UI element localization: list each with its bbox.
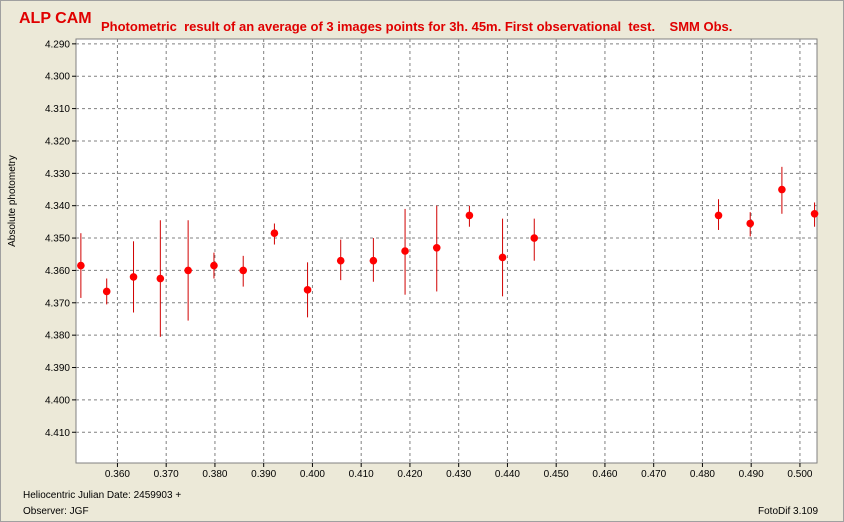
y-tick-label: 4.410 xyxy=(45,428,70,439)
x-tick-label: 0.400 xyxy=(300,469,325,480)
y-tick-label: 4.370 xyxy=(45,298,70,309)
data-point xyxy=(337,257,345,265)
data-point xyxy=(184,267,192,275)
x-tick-label: 0.440 xyxy=(495,469,520,480)
x-tick-label: 0.390 xyxy=(251,469,276,480)
x-tick-label: 0.500 xyxy=(787,469,812,480)
data-point xyxy=(466,212,474,220)
data-point xyxy=(239,267,247,275)
x-tick-label: 0.490 xyxy=(739,469,764,480)
data-point xyxy=(530,234,538,242)
y-tick-label: 4.390 xyxy=(45,363,70,374)
observer-label: Observer: JGF xyxy=(23,506,89,517)
y-tick-label: 4.310 xyxy=(45,104,70,115)
data-point xyxy=(715,212,723,220)
y-tick-label: 4.340 xyxy=(45,201,70,212)
data-point xyxy=(401,247,409,255)
x-tick-label: 0.410 xyxy=(349,469,374,480)
y-tick-label: 4.380 xyxy=(45,331,70,342)
x-tick-label: 0.360 xyxy=(105,469,130,480)
data-point xyxy=(433,244,441,252)
y-tick-label: 4.300 xyxy=(45,72,70,83)
data-point xyxy=(811,210,819,218)
x-tick-label: 0.450 xyxy=(544,469,569,480)
data-point xyxy=(304,286,312,294)
software-version: FotoDif 3.109 xyxy=(758,506,818,517)
data-point xyxy=(746,220,754,228)
photometry-chart: 4.290 4.300 4.310 4.320 4.330 4.340 4.350 4.360… xyxy=(1,1,843,501)
data-point xyxy=(271,229,279,237)
data-point xyxy=(103,288,111,296)
x-tick-label: 0.370 xyxy=(154,469,179,480)
data-point xyxy=(499,254,507,262)
x-tick-label: 0.380 xyxy=(202,469,227,480)
x-tick-label: 0.460 xyxy=(592,469,617,480)
data-point xyxy=(778,186,786,194)
data-point xyxy=(77,262,85,270)
plot-area xyxy=(76,39,817,463)
y-tick-labels: 4.290 4.300 4.310 4.320 4.330 4.340 4.350 4.360… xyxy=(45,39,70,438)
y-tick-label: 4.400 xyxy=(45,395,70,406)
y-tick-label: 4.350 xyxy=(45,234,70,245)
x-tick-label: 0.420 xyxy=(397,469,422,480)
data-point xyxy=(157,275,165,283)
x-axis-label: Heliocentric Julian Date: 2459903 + xyxy=(23,490,181,501)
x-tick-label: 0.470 xyxy=(641,469,666,480)
y-tick-label: 4.290 xyxy=(45,39,70,50)
data-point xyxy=(370,257,378,265)
y-tick-label: 4.330 xyxy=(45,169,70,180)
y-tick-label: 4.320 xyxy=(45,136,70,147)
x-tick-label: 0.480 xyxy=(690,469,715,480)
data-point xyxy=(210,262,218,270)
y-tick-label: 4.360 xyxy=(45,266,70,277)
x-tick-labels: 0.360 0.370 0.380 0.390 0.400 0.410 0.420 0.430… xyxy=(105,469,813,480)
x-tick-label: 0.430 xyxy=(446,469,471,480)
data-point xyxy=(130,273,138,281)
